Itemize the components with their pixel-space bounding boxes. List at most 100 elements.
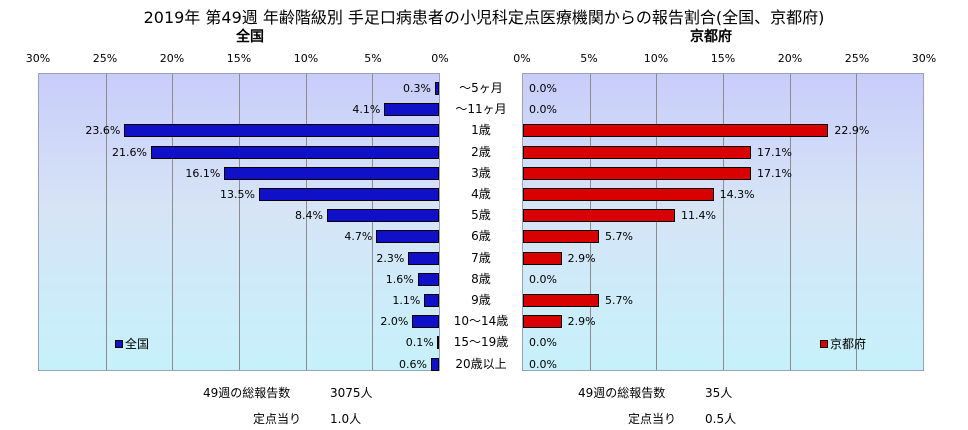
kyoto-axis-tick-label: 25% xyxy=(844,52,870,65)
nation-bar xyxy=(408,251,439,265)
nation-axis-tick-label: 10% xyxy=(293,52,319,65)
kyoto-axis-tick-label: 20% xyxy=(777,52,803,65)
kyoto-axis-tick-label: 5% xyxy=(580,52,598,65)
nation-gridline xyxy=(105,74,107,370)
nation-bar-value-label: 13.5% xyxy=(220,188,255,201)
nation-bar-value-label: 1.1% xyxy=(392,294,421,307)
nation-axis-tick-label: 15% xyxy=(226,52,252,65)
kyoto-axis-tick-label: 30% xyxy=(911,52,937,65)
age-category-label: 5歳 xyxy=(471,208,491,223)
kyoto-bar-value-label: 5.7% xyxy=(605,294,633,307)
nation-bar-value-label: 2.3% xyxy=(376,251,405,265)
nation-bar-value-label: 8.4% xyxy=(295,209,323,223)
age-category-label: 15～19歳 xyxy=(453,335,509,350)
nation-bar-value-label: 4.1% xyxy=(352,103,381,117)
nation-gridline xyxy=(305,74,307,370)
kyoto-gridline xyxy=(789,74,791,370)
kyoto-bar-value-label: 2.9% xyxy=(567,315,596,329)
nation-bar xyxy=(424,294,439,307)
kyoto-gridline xyxy=(723,74,724,370)
kyoto-total-value: 35人 xyxy=(705,386,733,400)
nation-bar-value-label: 16.1% xyxy=(185,166,221,180)
age-category-label: 7歳 xyxy=(471,250,491,265)
chart-title: 2019年 第49週 年齢階級別 手足口病患者の小児科定点医療機関からの報告割合… xyxy=(143,8,825,27)
age-category-label: 10～14歳 xyxy=(453,314,509,329)
kyoto-gridline xyxy=(856,74,858,370)
kyoto-bar xyxy=(523,209,675,223)
kyoto-bar xyxy=(523,124,829,138)
age-category-label: 6歳 xyxy=(471,229,491,244)
kyoto-axis-tick-label: 15% xyxy=(710,52,736,65)
right-panel-title: 京都府 xyxy=(690,29,732,45)
kyoto-bar-value-label: 0.0% xyxy=(529,272,557,286)
nation-legend-swatch xyxy=(115,339,123,348)
kyoto-bar xyxy=(523,166,751,180)
nation-bar xyxy=(124,124,439,138)
kyoto-bar-value-label: 0.0% xyxy=(529,82,557,95)
age-category-label: 8歳 xyxy=(471,271,491,286)
nation-bar-value-label: 2.0% xyxy=(380,315,409,329)
nation-bar xyxy=(412,315,439,329)
nation-bar xyxy=(435,82,439,95)
kyoto-legend-label: 京都府 xyxy=(830,337,867,351)
nation-axis-tick-label: 0% xyxy=(431,52,449,65)
nation-legend-label: 全国 xyxy=(125,337,150,351)
nation-bar xyxy=(384,103,439,117)
nation-bar xyxy=(259,188,439,201)
kyoto-legend: 京都府 xyxy=(820,335,866,352)
kyoto-bar-value-label: 22.9% xyxy=(834,124,870,138)
kyoto-bar-value-label: 0.0% xyxy=(529,357,557,371)
kyoto-legend-swatch xyxy=(820,339,828,348)
kyoto-per-site-value: 0.5人 xyxy=(705,412,737,426)
kyoto-bar-value-label: 17.1% xyxy=(757,145,792,159)
nation-total-value: 3075人 xyxy=(330,386,373,400)
kyoto-bar xyxy=(523,230,599,244)
kyoto-bar-value-label: 2.9% xyxy=(567,251,596,265)
kyoto-bar xyxy=(523,188,714,201)
kyoto-bar-value-label: 0.0% xyxy=(529,103,557,117)
nation-axis-tick-label: 5% xyxy=(364,52,382,65)
kyoto-total-label: 49週の総報告数 xyxy=(578,386,666,400)
nation-bar-value-label: 21.6% xyxy=(112,145,147,159)
kyoto-bar-value-label: 5.7% xyxy=(605,230,633,244)
kyoto-axis-tick-label: 0% xyxy=(513,52,531,65)
nation-bar-value-label: 4.7% xyxy=(344,230,373,244)
nation-legend: 全国 xyxy=(115,335,149,352)
kyoto-bar xyxy=(523,251,562,265)
nation-bar-value-label: 0.6% xyxy=(399,357,427,371)
nation-bar-value-label: 23.6% xyxy=(85,124,121,138)
kyoto-plot-area: 0.0% 0.0% 22.9% 17.1% 17.1% 14.3% 11.4% 5.7% 2.9… xyxy=(522,73,924,371)
nation-bar xyxy=(327,209,439,223)
nation-total-label: 49週の総報告数 xyxy=(203,386,291,400)
nation-gridline xyxy=(172,74,174,370)
age-category-label: 3歳 xyxy=(471,165,491,180)
kyoto-bar xyxy=(523,315,562,329)
kyoto-bar-value-label: 11.4% xyxy=(681,209,716,223)
kyoto-bar xyxy=(523,294,599,307)
age-category-label: 20歳以上 xyxy=(455,356,507,371)
age-category-label: 9歳 xyxy=(471,293,491,307)
kyoto-bar-value-label: 0.0% xyxy=(529,336,557,350)
nation-plot-area: 0.3% 4.1% 23.6% 21.6% 16.1% 13.5% 8.4% 4.7% 2.3%… xyxy=(38,73,440,371)
nation-per-site-value: 1.0人 xyxy=(330,412,362,426)
nation-bar-value-label: 1.6% xyxy=(385,272,414,286)
nation-bar-value-label: 0.3% xyxy=(403,82,431,95)
nation-gridline xyxy=(239,74,240,370)
left-panel-title: 全国 xyxy=(236,29,264,45)
nation-per-site-label: 定点当り xyxy=(253,412,302,426)
nation-bar xyxy=(151,145,439,159)
age-category-label: ～5ヶ月 xyxy=(459,81,503,95)
nation-bar-value-label: 0.1% xyxy=(405,336,434,350)
age-category-label: 4歳 xyxy=(471,187,491,201)
nation-axis-tick-label: 30% xyxy=(25,52,51,65)
kyoto-bar-value-label: 17.1% xyxy=(757,166,792,180)
age-category-label: ～11ヶ月 xyxy=(455,102,507,117)
age-category-label: 2歳 xyxy=(471,144,491,159)
kyoto-bar xyxy=(523,145,751,159)
nation-bar xyxy=(437,336,439,350)
age-category-label: 1歳 xyxy=(471,123,491,138)
nation-axis-tick-label: 20% xyxy=(159,52,185,65)
nation-bar xyxy=(431,357,439,371)
nation-bar xyxy=(224,166,439,180)
nation-bar xyxy=(376,230,439,244)
